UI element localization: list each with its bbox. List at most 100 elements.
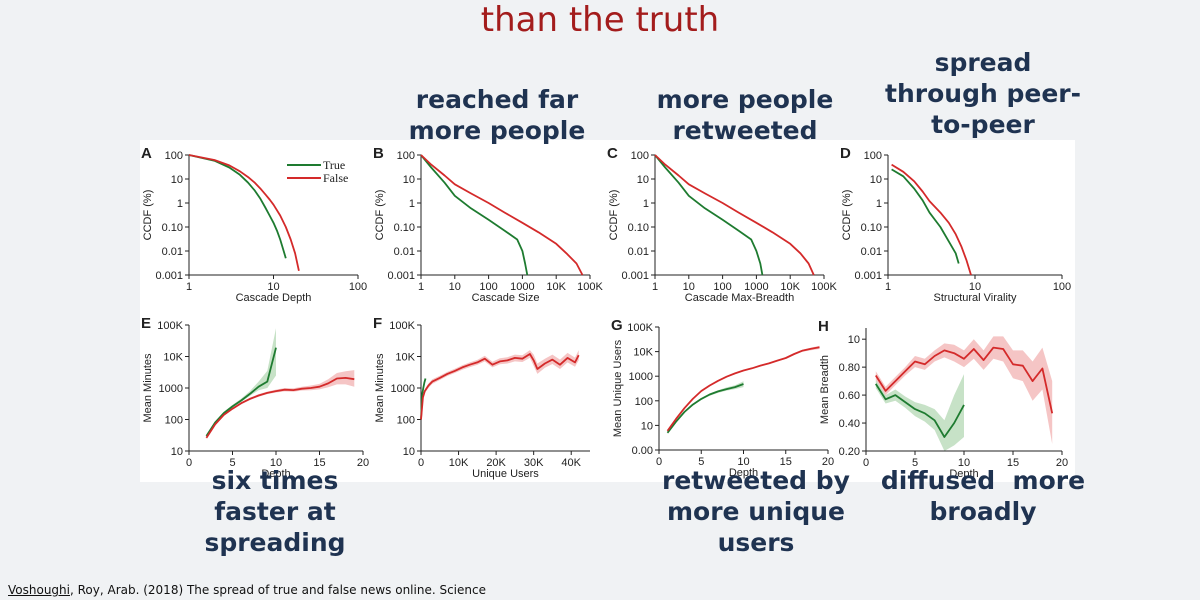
y-tick-label: 10K: [395, 352, 415, 364]
y-axis-label: CCDF (%): [608, 190, 620, 241]
x-tick-label: 10K: [780, 281, 800, 293]
y-tick-label: 0.001: [387, 270, 415, 282]
y-tick-label: 10: [403, 174, 415, 186]
x-tick-label: 20K: [486, 457, 506, 469]
panel-label: C: [607, 145, 618, 162]
annotation-line: retweeted by: [662, 466, 850, 495]
y-tick-label: 0.10: [628, 222, 649, 234]
x-tick-label: 1000: [744, 281, 768, 293]
annotation-line: reached far: [415, 85, 579, 114]
x-tick-label: 0: [863, 457, 869, 469]
x-axis-label: Cascade Depth: [236, 292, 312, 304]
x-tick-label: 40K: [561, 457, 581, 469]
x-tick-label: 1: [418, 281, 424, 293]
y-tick-label: 10: [171, 174, 183, 186]
y-tick-label: 10K: [163, 352, 183, 364]
chart-g: 0 5 10 15 20 100K 10K 1000 100 10 0.00 Depth Mean Un…: [611, 317, 834, 479]
citation-text: , Roy, Arab. (2018) The spread of true a…: [69, 583, 486, 597]
x-tick-label: 10: [683, 281, 695, 293]
x-tick-label: 100: [1053, 281, 1071, 293]
y-axis-label: CCDF (%): [142, 190, 154, 241]
annotation-reached-far: reached far more people: [397, 84, 597, 146]
y-tick-label: 1000: [629, 371, 653, 383]
series-line-true: [875, 383, 965, 438]
y-tick-label: 0.10: [162, 222, 183, 234]
legend-label: True: [323, 158, 345, 172]
x-tick-label: 30K: [524, 457, 544, 469]
annotation-line: users: [717, 528, 795, 557]
x-tick-label: 5: [912, 457, 918, 469]
x-tick-label: 1: [885, 281, 891, 293]
annotation-more-people: more people retweeted: [645, 84, 845, 146]
x-tick-label: 100: [349, 281, 367, 293]
x-tick-label: 15: [1007, 457, 1019, 469]
x-tick-label: 0: [186, 457, 192, 469]
y-tick-label: 0.01: [162, 246, 183, 258]
x-tick-label: 20: [822, 456, 834, 468]
x-tick-label: 10: [449, 281, 461, 293]
series-line-true: [654, 154, 764, 276]
series-line-false: [891, 163, 972, 276]
axis-frame: [654, 155, 824, 276]
y-tick-label: 10: [171, 446, 183, 458]
slide-title: than the truth: [480, 0, 720, 40]
y-tick-label: 0.001: [155, 270, 183, 282]
annotation-line: faster at: [214, 497, 336, 526]
annotation-diffused: diffused more broadly: [873, 465, 1093, 527]
x-axis-label: Depth: [949, 468, 978, 480]
panel-label: E: [141, 315, 151, 332]
y-tick-label: 100: [397, 415, 415, 427]
y-tick-label: 0.60: [839, 390, 860, 402]
y-tick-label: 1: [177, 198, 183, 210]
y-tick-label: 100: [165, 415, 183, 427]
annotation-peer-to-peer: spread through peer- to-peer: [873, 47, 1093, 140]
x-tick-label: 10: [958, 457, 970, 469]
axis-frame: [887, 155, 1062, 276]
chart-h: 0 5 10 15 20 10 0.80 0.60 0.40 0.20 Depth Mean Brea…: [818, 318, 1068, 480]
y-axis-label: Mean Breadth: [819, 355, 831, 424]
y-tick-label: 10: [637, 174, 649, 186]
axis-frame: [420, 155, 590, 276]
y-tick-label: 10: [641, 420, 653, 432]
x-tick-label: 10: [267, 281, 279, 293]
chart-b: 1 10 100 1000 10K 100K 100 10 1 0.10 0.01 0.001 Casc…: [373, 145, 604, 304]
y-tick-label: 0.001: [854, 270, 882, 282]
x-tick-label: 0: [656, 456, 662, 468]
annotation-line: spread: [934, 48, 1032, 77]
y-axis-label: CCDF (%): [374, 190, 386, 241]
series-line-false: [188, 154, 300, 271]
annotation-line: broadly: [929, 497, 1037, 526]
x-tick-label: 1: [652, 281, 658, 293]
annotation-line: more unique: [666, 497, 846, 526]
y-tick-label: 0.001: [621, 270, 649, 282]
series-line-false: [654, 154, 815, 276]
x-tick-label: 0: [418, 457, 424, 469]
y-axis-label: Mean Minutes: [142, 353, 154, 423]
chart-a: 1 10 100 100 10 1 0.10 0.01 0.001 Cascade Depth CC…: [141, 145, 367, 304]
y-tick-label: 0.40: [839, 418, 860, 430]
annotation-line: through peer-: [885, 79, 1081, 108]
y-tick-label: 0.01: [628, 246, 649, 258]
y-tick-label: 100: [165, 150, 183, 162]
series-line-true: [666, 383, 744, 434]
annotation-line: to-peer: [931, 110, 1035, 139]
chart-c: 1 10 100 1000 10K 100K 100 10 1 0.10 0.01 0.001 Casc…: [607, 145, 838, 304]
citation-author[interactable]: Voshoughi: [8, 583, 70, 597]
confidence-band: [667, 345, 820, 432]
y-tick-label: 0.20: [839, 446, 860, 458]
panel-label: G: [611, 317, 623, 334]
panel-label: F: [373, 315, 382, 332]
y-tick-label: 1000: [391, 383, 415, 395]
y-tick-label: 1: [643, 198, 649, 210]
x-axis-label: Depth: [261, 468, 290, 480]
y-tick-label: 0.00: [632, 445, 653, 457]
x-axis-label: Cascade Max-Breadth: [685, 292, 794, 304]
y-tick-label: 100K: [389, 320, 415, 332]
annotation-line: more people: [656, 85, 834, 114]
series-line-true: [205, 347, 277, 437]
y-tick-label: 100: [864, 150, 882, 162]
x-tick-label: 100K: [577, 281, 603, 293]
annotation-line: diffused more: [880, 466, 1086, 495]
panel-label: D: [840, 145, 851, 162]
